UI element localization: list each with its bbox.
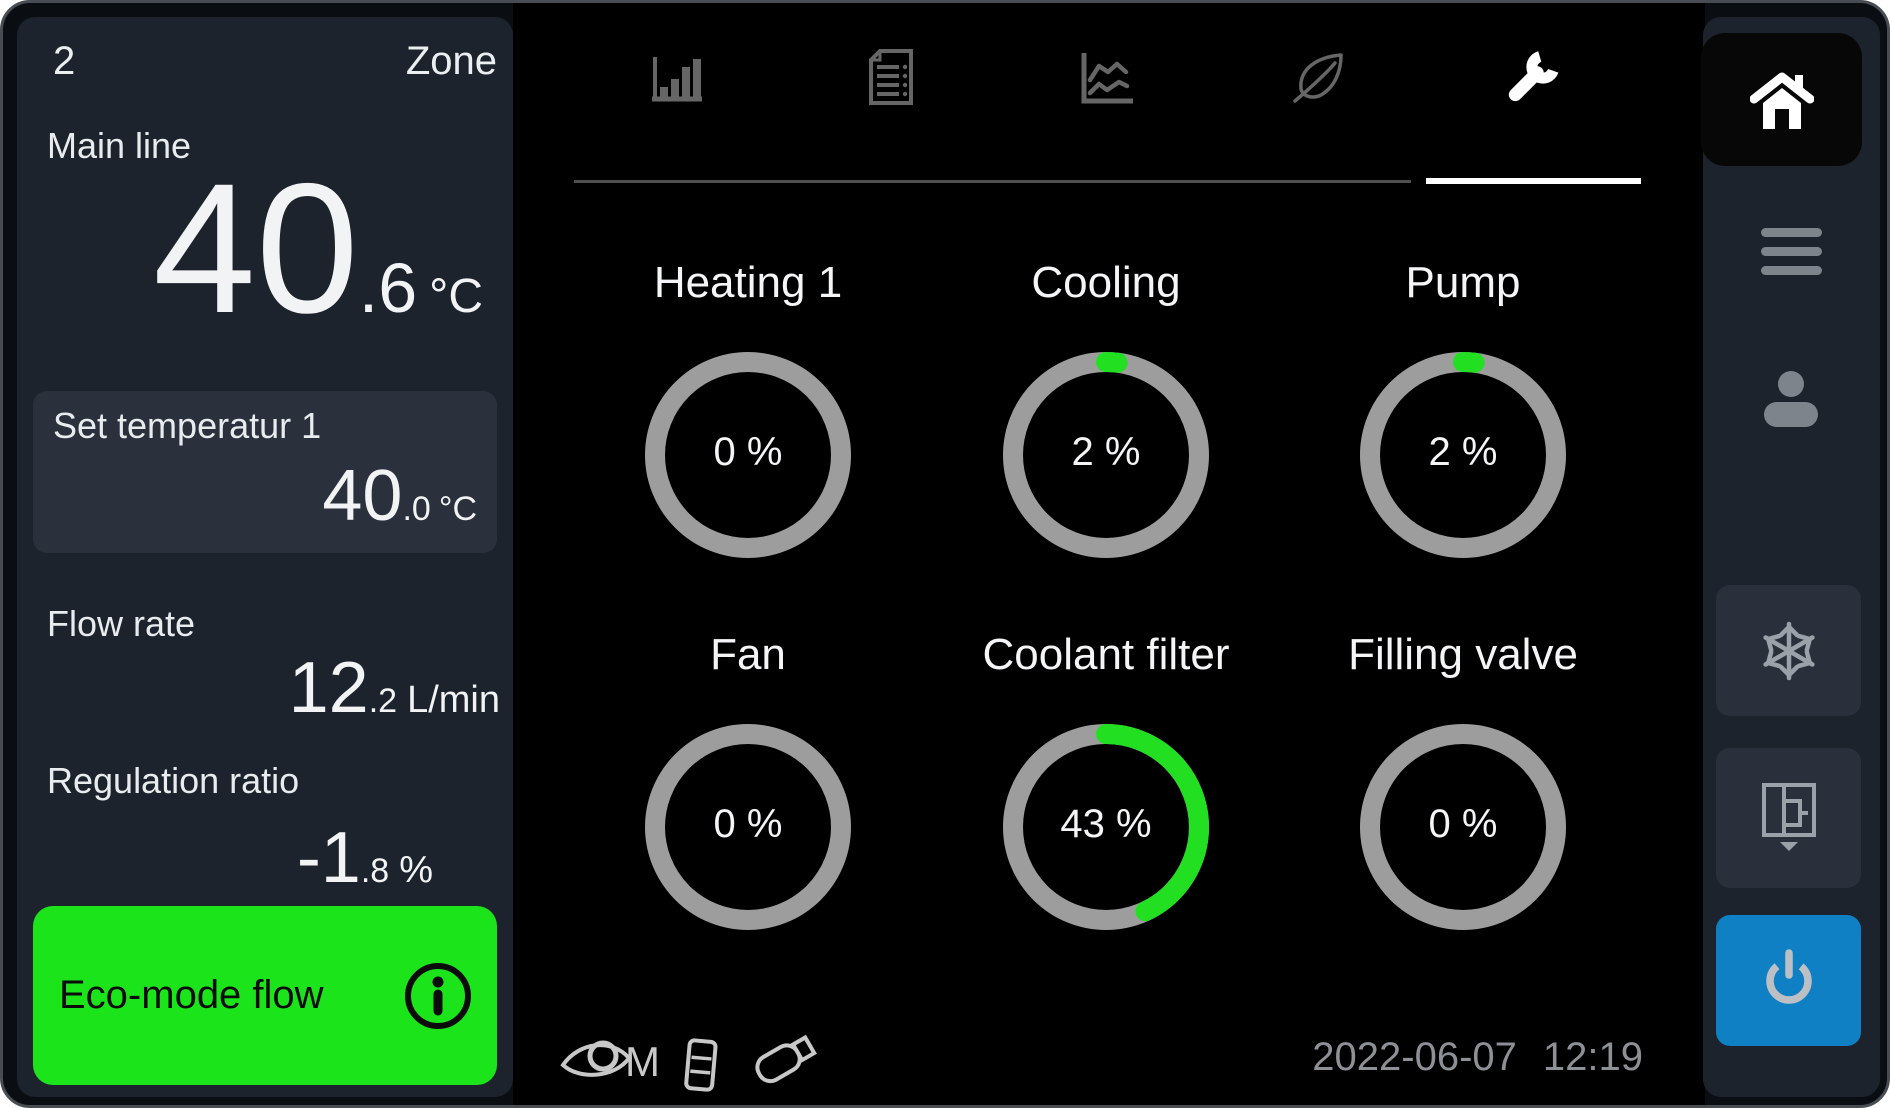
usb-drive-icon: [755, 1034, 817, 1084]
gauge-value: 0 %: [713, 802, 783, 846]
line-chart-icon: [1081, 53, 1133, 104]
gauge-cooling: Cooling 2 %: [946, 258, 1266, 568]
svg-text:M: M: [625, 1038, 660, 1085]
eco-mode-flow-button[interactable]: Eco-mode flow: [33, 906, 497, 1085]
eco-mode-flow-label: Eco-mode flow: [59, 973, 324, 1017]
tab-service[interactable]: [1501, 45, 1565, 109]
gauge-fan: Fan 0 %: [588, 630, 908, 940]
main-line-int: 40: [152, 146, 359, 352]
status-icons: M: [560, 1034, 817, 1092]
set-temperature-label: Set temperatur 1: [53, 405, 322, 446]
gauge-label: Pump: [1405, 258, 1521, 307]
flow-rate-unit: L/min: [407, 679, 500, 721]
sidebar: [1703, 17, 1880, 1097]
memory-card-icon: [684, 1038, 718, 1092]
set-temperature-box[interactable]: Set temperatur 1 40.0 °C: [33, 391, 497, 553]
gauge-value: 43 %: [1060, 802, 1152, 846]
tab-statistics[interactable]: [645, 45, 709, 109]
menu-button[interactable]: [1761, 228, 1822, 275]
gauge-pump: Pump 2 %: [1303, 258, 1623, 568]
main-line-dec: .6: [358, 249, 418, 327]
flow-rate-label: Flow rate: [47, 603, 196, 644]
gauge-ring: [1003, 352, 1209, 558]
user-icon: [1764, 371, 1818, 427]
main-line-value: 40.6 °C: [153, 157, 483, 342]
home-icon: [1749, 72, 1814, 129]
cooling-mode-button[interactable]: [1716, 585, 1861, 716]
wrench-icon: [1508, 50, 1560, 102]
set-temp-unit: °C: [438, 490, 477, 528]
hamburger-menu-icon: [1761, 228, 1822, 237]
zone-number: 2: [53, 39, 76, 83]
gauge-ring: [645, 352, 851, 558]
floor-plan-icon: [1761, 783, 1816, 851]
power-icon: [1765, 948, 1812, 1004]
eye-monitor-icon: M: [560, 1038, 660, 1085]
flow-rate-value: 12.2 L/min: [289, 647, 500, 729]
regulation-int: -1: [296, 818, 361, 898]
gauge-label: Filling valve: [1348, 630, 1578, 679]
info-icon[interactable]: [401, 959, 475, 1033]
main-line-label: Main line: [47, 125, 192, 166]
gauge-label: Cooling: [1031, 258, 1181, 307]
power-button[interactable]: [1716, 915, 1861, 1046]
set-temperature-value: 40.0 °C: [322, 455, 477, 537]
regulation-unit: %: [399, 849, 433, 891]
tab-report[interactable]: [859, 45, 923, 109]
gauge-label: Heating 1: [653, 258, 843, 307]
tab-underline: [574, 180, 1411, 183]
gauge-ring: [1360, 352, 1566, 558]
regulation-ratio-value: -1.8%: [297, 817, 433, 899]
regulation-ratio-label: Regulation ratio: [47, 760, 300, 801]
gauge-label: Fan: [710, 630, 786, 679]
zone-layout-button[interactable]: [1716, 748, 1861, 888]
gauge-label: Coolant filter: [982, 630, 1230, 679]
date-label: 2022-06-07: [1312, 1035, 1517, 1079]
gauge-coolant-filter: Coolant filter 43 %: [946, 630, 1266, 940]
timestamp: 2022-06-07 12:19: [1293, 1035, 1643, 1080]
zone-panel: 2 Zone Main line 40.6 °C Set temperatur 1…: [17, 17, 513, 1097]
gauge-value: 0 %: [1428, 802, 1498, 846]
selected-tab-underline: [1426, 178, 1641, 184]
report-list-icon: [869, 49, 913, 105]
zone-label: Zone: [405, 39, 497, 83]
gauge-heating-1: Heating 1 0 %: [588, 258, 908, 568]
flow-rate-dec: .2: [368, 682, 398, 720]
leaf-icon: [1293, 53, 1343, 103]
gauge-filling-valve: Filling valve 0 %: [1303, 630, 1623, 940]
flow-rate-int: 12: [288, 648, 369, 728]
tab-trend[interactable]: [1073, 45, 1137, 109]
time-label: 12:19: [1542, 1035, 1643, 1079]
gauge-ring: [1360, 724, 1566, 930]
gauge-value: 2 %: [1428, 430, 1498, 474]
gauge-ring: [1003, 724, 1209, 930]
set-temp-int: 40: [322, 456, 403, 536]
gauge-value: 2 %: [1071, 430, 1141, 474]
gauge-value: 0 %: [713, 430, 783, 474]
gauge-ring: [645, 724, 851, 930]
regulation-dec: .8: [360, 852, 390, 890]
user-button[interactable]: [1760, 369, 1822, 433]
set-temp-dec: .0: [402, 490, 431, 528]
tab-eco[interactable]: [1287, 45, 1351, 109]
main-line-unit: °C: [429, 270, 483, 323]
snowflake-icon: [1762, 621, 1815, 680]
home-button[interactable]: [1701, 33, 1862, 166]
bar-chart-icon: [652, 57, 702, 102]
